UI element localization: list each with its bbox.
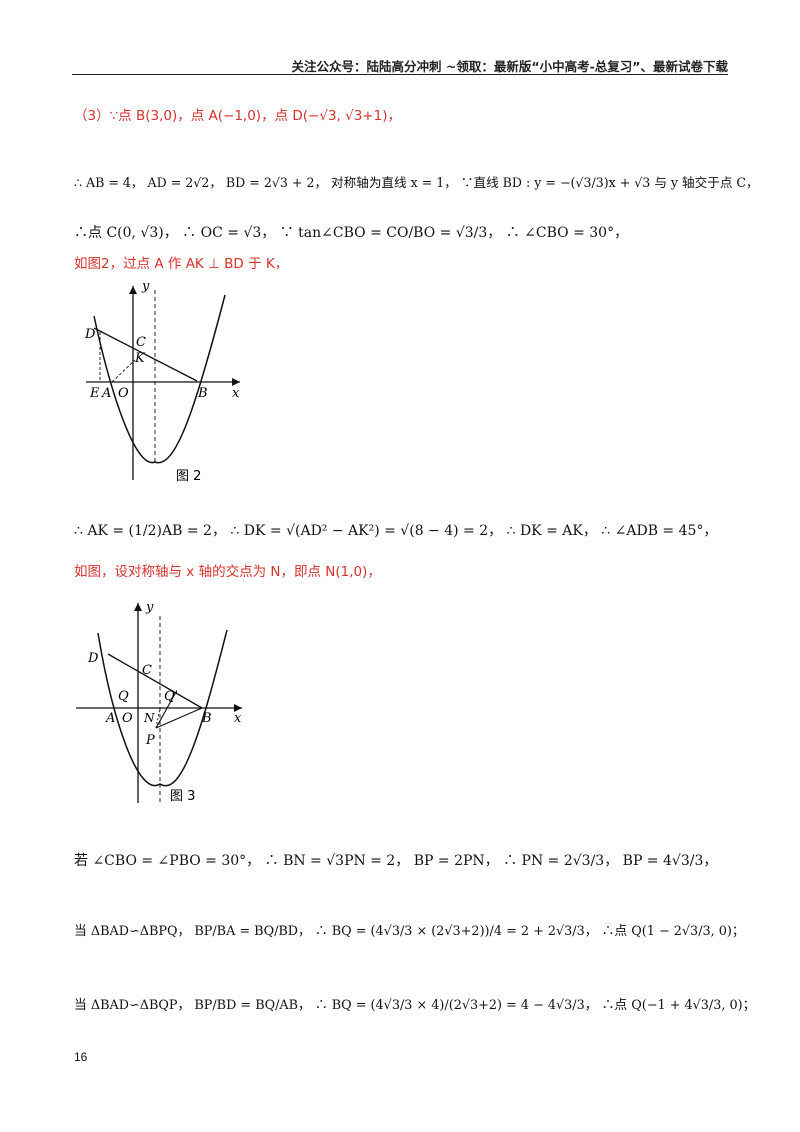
fig3-caption: 图 3 bbox=[170, 789, 195, 804]
solution-line-8: 当 ΔBAD∽ΔBPQ， BP/BA = BQ/BD， ∴ BQ = (4√3/… bbox=[74, 924, 745, 939]
fig2-label-D: D bbox=[84, 327, 96, 342]
figure-3: y x D C Q Q' A O N P B 图 3 bbox=[76, 600, 242, 804]
fig2-label-C: C bbox=[136, 335, 146, 350]
solution-line-4: 如图2，过点 A 作 AK ⊥ BD 于 K， bbox=[74, 256, 289, 272]
fig3-label-P: P bbox=[145, 733, 155, 748]
fig2-label-O: O bbox=[118, 386, 129, 401]
fig3-label-N: N bbox=[143, 711, 155, 725]
fig3-label-D: D bbox=[87, 651, 99, 666]
header-rule bbox=[72, 74, 728, 75]
fig2-label-x: x bbox=[232, 386, 240, 401]
fig3-label-y: y bbox=[145, 600, 154, 615]
fig3-label-C: C bbox=[142, 663, 152, 678]
fig2-label-K: K bbox=[134, 351, 146, 366]
page-number: 16 bbox=[74, 1050, 88, 1064]
fig3-label-Qprime: Q' bbox=[164, 689, 178, 704]
solution-line-7: 若 ∠CBO = ∠PBO = 30°， ∴ BN = √3PN = 2， BP… bbox=[74, 853, 718, 869]
solution-line-1: （3）∵点 B(3,0)，点 A(−1,0)，点 D(−√3, √3+1)， bbox=[74, 108, 401, 124]
fig3-label-x: x bbox=[234, 711, 242, 726]
solution-line-2: ∴ AB = 4， AD = 2√2， BD = 2√3 + 2， 对称轴为直线… bbox=[74, 175, 759, 190]
solution-line-9: 当 ΔBAD∽ΔBQP， BP/BD = BQ/AB， ∴ BQ = (4√3/… bbox=[74, 998, 756, 1013]
fig3-label-Q: Q bbox=[118, 689, 129, 704]
fig2-caption: 图 2 bbox=[176, 469, 201, 484]
figure-2: y x D C K E A O B 图 2 bbox=[84, 280, 240, 484]
fig2-label-B: B bbox=[197, 386, 208, 401]
fig3-label-B: B bbox=[201, 711, 212, 726]
fig2-label-y: y bbox=[141, 280, 150, 294]
solution-line-6: 如图，设对称轴与 x 轴的交点为 N，即点 N(1,0)， bbox=[74, 564, 381, 580]
solution-line-5: ∴ AK = (1/2)AB = 2， ∴ DK = √(AD² − AK²) … bbox=[74, 523, 718, 539]
page-header: 关注公众号：陆陆高分冲刺 ~领取：最新版“小中高考-总复习”、最新试卷下载 bbox=[291, 59, 728, 74]
solution-line-3: ∴点 C(0, √3)， ∴ OC = √3， ∵ tan∠CBO = CO/B… bbox=[74, 225, 629, 241]
fig2-label-E: E bbox=[89, 386, 100, 401]
fig3-label-O: O bbox=[122, 711, 133, 726]
fig3-label-A: A bbox=[105, 711, 115, 726]
fig2-label-A: A bbox=[101, 386, 111, 401]
